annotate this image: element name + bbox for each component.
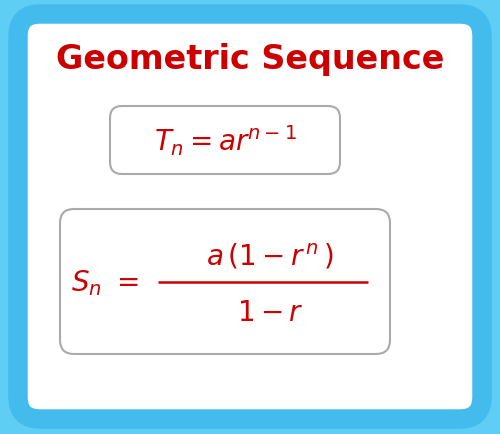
Text: $\mathit{S}_n\ =$: $\mathit{S}_n\ =$ bbox=[71, 267, 139, 297]
FancyBboxPatch shape bbox=[18, 15, 482, 419]
Text: $\mathit{T}_n = \mathit{ar}^{n-1}$: $\mathit{T}_n = \mathit{ar}^{n-1}$ bbox=[154, 123, 296, 158]
FancyBboxPatch shape bbox=[110, 107, 340, 174]
Text: Geometric Sequence: Geometric Sequence bbox=[56, 43, 444, 76]
FancyBboxPatch shape bbox=[60, 210, 390, 354]
Text: $1-\mathit{r}$: $1-\mathit{r}$ bbox=[236, 298, 304, 326]
Text: $\mathit{a}\,(1-\mathit{r}^{\,n}\,)$: $\mathit{a}\,(1-\mathit{r}^{\,n}\,)$ bbox=[206, 242, 334, 271]
